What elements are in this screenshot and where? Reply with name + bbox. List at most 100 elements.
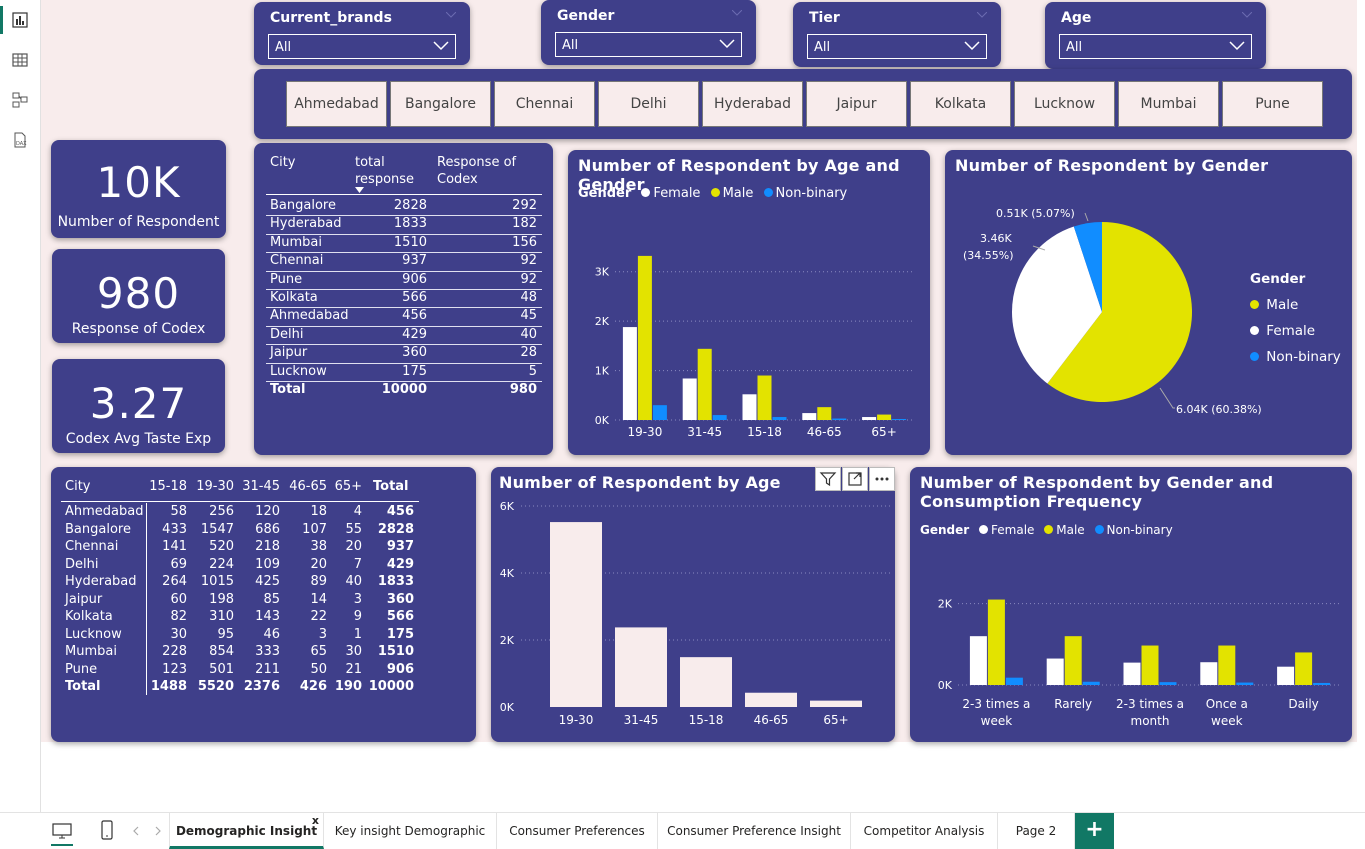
bar[interactable] [969,636,987,685]
city-button[interactable]: Ahmedabad [286,81,387,127]
bar[interactable] [1046,658,1064,685]
bar[interactable] [772,417,787,420]
bar[interactable] [877,414,892,420]
bar[interactable] [1236,682,1254,685]
filter-icon[interactable] [815,467,841,491]
bar[interactable] [1277,666,1295,685]
legend-label[interactable]: Female [991,523,1035,537]
chevron-down-icon[interactable] [446,12,456,18]
bar[interactable] [1159,682,1177,685]
table-row[interactable]: Hyderabad 1833 182 [254,216,553,235]
column-header-city[interactable]: City [270,155,296,170]
table-row[interactable]: Kolkata 566 48 [254,290,553,309]
bar[interactable] [742,394,757,420]
city-response-table[interactable]: City total response Response of Codex Ba… [254,143,553,455]
table-view-icon[interactable] [10,50,30,70]
bar[interactable] [712,415,727,420]
table-row[interactable]: Lucknow 175 5 [254,364,553,382]
chevron-down-icon[interactable] [732,10,742,16]
bar[interactable] [637,255,652,420]
matrix-column-header[interactable]: 46-65 [289,479,327,494]
kpi-card-respondents[interactable]: 10K Number of Respondent [51,140,226,238]
bar[interactable] [810,700,862,707]
matrix-column-header[interactable]: 19-30 [196,479,234,494]
scroll-right-icon[interactable] [154,826,162,836]
kpi-card-taste-exp[interactable]: 3.27 Codex Avg Taste Exp [52,359,225,453]
legend-label[interactable]: Male [722,186,754,201]
bar[interactable] [802,413,817,420]
bar[interactable] [697,348,712,420]
legend-label[interactable]: Non-binary [775,186,848,201]
legend-label[interactable]: Non-binary [1106,523,1173,537]
table-row[interactable]: Mumbai 1510 156 [254,235,553,254]
bar[interactable] [1123,662,1141,685]
city-button[interactable]: Pune [1222,81,1323,127]
city-button[interactable]: Lucknow [1014,81,1115,127]
pie-slice[interactable] [1012,226,1102,384]
bar[interactable] [1200,662,1218,685]
city-button[interactable]: Chennai [494,81,595,127]
bar[interactable] [1141,645,1159,685]
add-page-button[interactable]: + [1075,813,1114,849]
tab-consumer-preference-insight[interactable]: Consumer Preference Insight [658,813,851,849]
legend-label[interactable]: Male [1056,523,1085,537]
chart-age-gender[interactable]: Number of Respondent by Age and Gender G… [568,150,930,455]
model-view-icon[interactable] [10,90,30,110]
bar[interactable] [757,375,772,420]
city-button[interactable]: Delhi [598,81,699,127]
dax-query-icon[interactable]: DAX [10,130,30,150]
bar[interactable] [652,405,667,420]
chart-gender-pie[interactable]: Number of Respondent by Gender 6.04K (60… [945,150,1352,455]
slicer-dropdown[interactable]: All [555,32,742,57]
bar[interactable] [1064,636,1082,685]
chevron-down-icon[interactable] [977,12,987,18]
slicer-dropdown[interactable]: All [268,34,456,59]
more-options-icon[interactable] [869,467,895,491]
bar[interactable] [817,407,832,420]
tab-competitor-analysis[interactable]: Competitor Analysis [851,813,998,849]
city-button[interactable]: Hyderabad [702,81,803,127]
table-row[interactable]: Jaipur 360 28 [254,345,553,364]
desktop-layout-icon[interactable] [51,821,73,841]
table-row[interactable]: Chennai 937 92 [254,253,553,272]
matrix-column-header[interactable]: 31-45 [242,479,280,494]
pie-slice[interactable] [1073,222,1102,312]
bar[interactable] [550,522,602,707]
legend-item-nonbinary[interactable]: Non-binary [1250,344,1341,370]
slicer-current-brands[interactable]: Current_brands All [254,2,470,65]
bar[interactable] [682,378,697,420]
column-header-total-response[interactable]: total response [355,155,415,187]
close-tab-icon[interactable]: x [311,814,319,827]
chart-consumption-frequency[interactable]: Number of Respondent by Gender and Consu… [910,467,1352,742]
bar[interactable] [680,657,732,707]
matrix-column-header[interactable]: 15-18 [149,479,187,494]
tab-key-insight-demographic[interactable]: Key insight Demographic [324,813,497,849]
table-row[interactable]: Bangalore 2828 292 [254,198,553,217]
column-header-codex-response[interactable]: Response of Codex [437,155,517,187]
legend-item-female[interactable]: Female [1250,318,1341,344]
tab-page-2[interactable]: Page 2 [998,813,1075,849]
bar[interactable] [622,327,637,420]
slicer-gender[interactable]: Gender All [541,0,756,65]
matrix-column-header[interactable]: City [65,479,91,494]
chart-age[interactable]: Number of Respondent by Age 0K 2K 4K 6K 19-3… [491,467,895,742]
bar[interactable] [892,419,907,420]
bar[interactable] [1295,652,1313,685]
pie-slice[interactable] [1047,222,1192,402]
city-button[interactable]: Mumbai [1118,81,1219,127]
slicer-dropdown[interactable]: All [807,34,987,59]
bar[interactable] [745,692,797,707]
matrix-column-header[interactable]: Total [373,479,409,494]
bar[interactable] [1218,645,1236,685]
bar[interactable] [862,417,877,420]
scroll-left-icon[interactable] [132,826,140,836]
table-row[interactable]: Delhi 429 40 [254,327,553,346]
bar[interactable] [1005,677,1023,685]
legend-item-male[interactable]: Male [1250,292,1341,318]
mobile-layout-icon[interactable] [99,819,115,841]
chevron-down-icon[interactable] [1242,12,1252,18]
city-button[interactable]: Kolkata [910,81,1011,127]
legend-label[interactable]: Female [653,186,701,201]
table-row[interactable]: Pune 906 92 [254,272,553,290]
bar[interactable] [1082,681,1100,685]
